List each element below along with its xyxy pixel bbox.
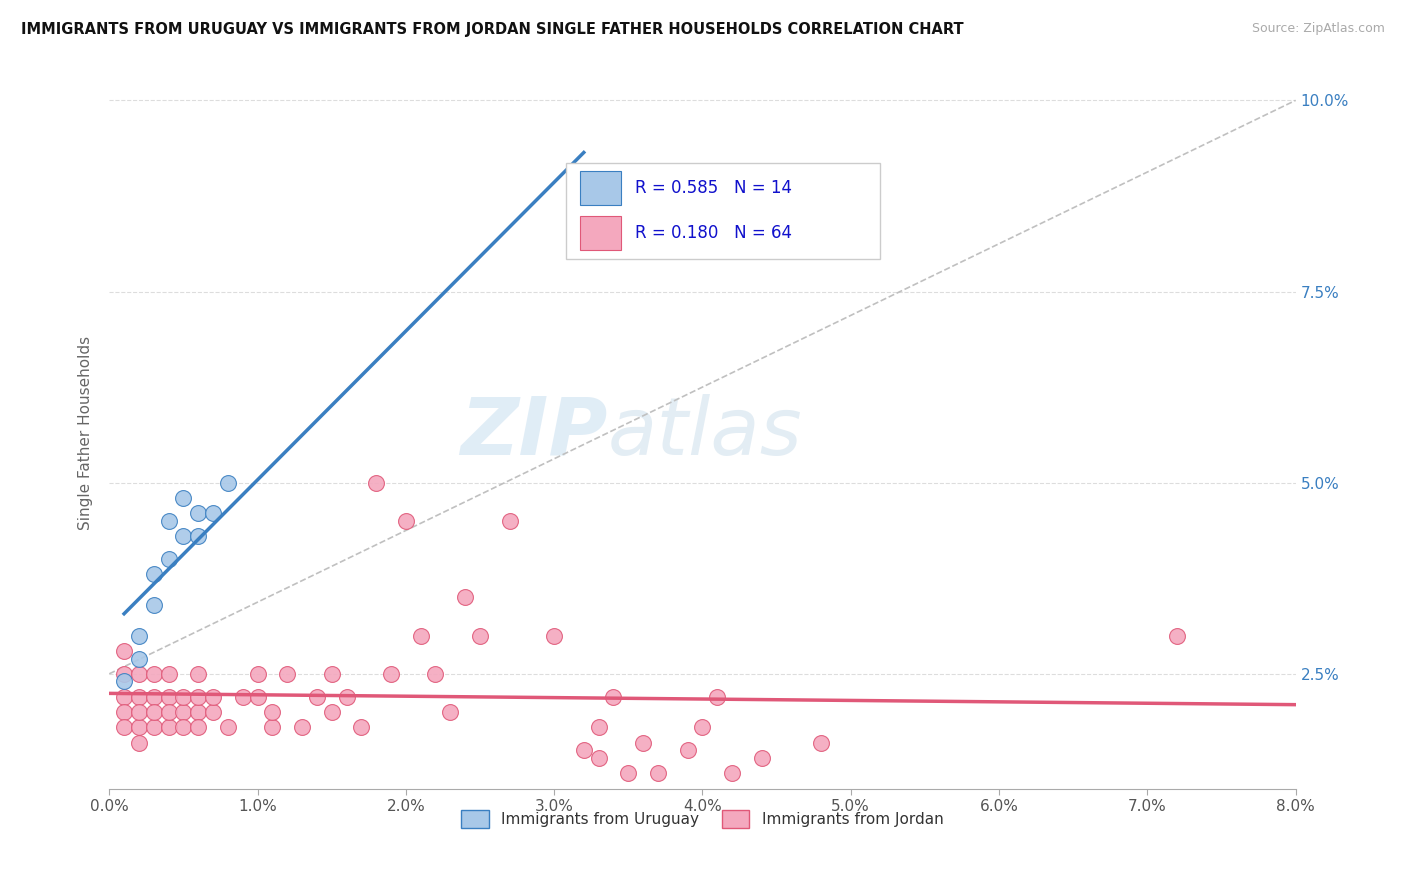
Point bbox=[321, 666, 343, 681]
Point bbox=[128, 720, 150, 734]
Point bbox=[112, 705, 135, 719]
Point bbox=[276, 666, 298, 681]
Text: R = 0.585   N = 14: R = 0.585 N = 14 bbox=[634, 179, 792, 197]
Point bbox=[157, 666, 180, 681]
Point bbox=[321, 705, 343, 719]
Point bbox=[631, 736, 654, 750]
Point bbox=[187, 666, 209, 681]
Point bbox=[112, 674, 135, 689]
Point bbox=[187, 690, 209, 704]
Text: IMMIGRANTS FROM URUGUAY VS IMMIGRANTS FROM JORDAN SINGLE FATHER HOUSEHOLDS CORRE: IMMIGRANTS FROM URUGUAY VS IMMIGRANTS FR… bbox=[21, 22, 963, 37]
Point bbox=[172, 705, 194, 719]
Point bbox=[128, 705, 150, 719]
Text: atlas: atlas bbox=[607, 394, 803, 472]
Point bbox=[187, 529, 209, 543]
Point bbox=[706, 690, 728, 704]
Point bbox=[395, 514, 418, 528]
Point bbox=[543, 629, 565, 643]
Point bbox=[588, 751, 610, 765]
Point bbox=[498, 514, 520, 528]
Point bbox=[1166, 629, 1188, 643]
Point bbox=[572, 743, 595, 757]
Point bbox=[246, 666, 269, 681]
Point bbox=[291, 720, 314, 734]
Point bbox=[112, 644, 135, 658]
Point bbox=[409, 629, 432, 643]
Point bbox=[572, 169, 595, 184]
Point bbox=[128, 666, 150, 681]
Point bbox=[810, 736, 832, 750]
Point bbox=[172, 491, 194, 505]
Point bbox=[202, 506, 225, 520]
Point bbox=[112, 690, 135, 704]
Point bbox=[202, 705, 225, 719]
Point bbox=[157, 552, 180, 566]
Y-axis label: Single Father Households: Single Father Households bbox=[79, 336, 93, 530]
Point bbox=[217, 720, 239, 734]
Point bbox=[112, 720, 135, 734]
Point bbox=[128, 690, 150, 704]
FancyBboxPatch shape bbox=[567, 162, 880, 259]
Point bbox=[380, 666, 402, 681]
Point bbox=[172, 690, 194, 704]
Point bbox=[647, 766, 669, 780]
Point bbox=[142, 567, 165, 582]
Point bbox=[721, 766, 744, 780]
Text: R = 0.180   N = 64: R = 0.180 N = 64 bbox=[634, 224, 792, 242]
Point bbox=[751, 751, 773, 765]
Point bbox=[157, 720, 180, 734]
Point bbox=[232, 690, 254, 704]
Point bbox=[454, 591, 477, 605]
Point bbox=[202, 690, 225, 704]
Point bbox=[617, 766, 640, 780]
Point bbox=[157, 514, 180, 528]
Point bbox=[350, 720, 373, 734]
Point bbox=[676, 743, 699, 757]
Point bbox=[366, 475, 388, 490]
Point bbox=[172, 720, 194, 734]
Point bbox=[142, 598, 165, 612]
Point bbox=[692, 720, 714, 734]
Point bbox=[157, 690, 180, 704]
Point bbox=[425, 666, 447, 681]
Point bbox=[187, 506, 209, 520]
Point bbox=[172, 529, 194, 543]
Legend: Immigrants from Uruguay, Immigrants from Jordan: Immigrants from Uruguay, Immigrants from… bbox=[456, 805, 949, 834]
Point bbox=[262, 720, 284, 734]
Point bbox=[142, 666, 165, 681]
Point bbox=[246, 690, 269, 704]
Text: Source: ZipAtlas.com: Source: ZipAtlas.com bbox=[1251, 22, 1385, 36]
Point bbox=[335, 690, 357, 704]
Point bbox=[187, 720, 209, 734]
Point bbox=[439, 705, 461, 719]
Point bbox=[142, 705, 165, 719]
Point bbox=[142, 720, 165, 734]
Point bbox=[142, 690, 165, 704]
Point bbox=[588, 720, 610, 734]
Point bbox=[128, 651, 150, 665]
Text: ZIP: ZIP bbox=[460, 394, 607, 472]
Bar bbox=[581, 216, 620, 251]
Point bbox=[187, 705, 209, 719]
Point bbox=[128, 736, 150, 750]
Point bbox=[602, 690, 624, 704]
Bar bbox=[581, 171, 620, 205]
Point bbox=[157, 705, 180, 719]
Point bbox=[217, 475, 239, 490]
Point bbox=[305, 690, 328, 704]
Point bbox=[262, 705, 284, 719]
Point bbox=[468, 629, 491, 643]
Point bbox=[112, 666, 135, 681]
Point bbox=[128, 629, 150, 643]
